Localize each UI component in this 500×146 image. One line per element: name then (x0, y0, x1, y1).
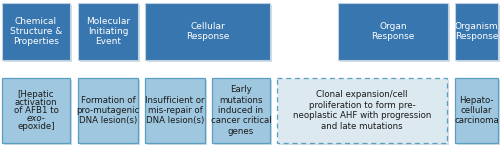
Text: Early
mutations
induced in
cancer critical
genes: Early mutations induced in cancer critic… (210, 85, 272, 136)
Text: Organism
Response: Organism Response (454, 22, 498, 41)
Bar (4, 80, 72, 145)
Bar (80, 80, 140, 145)
Bar (2, 3, 70, 60)
Bar (145, 3, 270, 60)
Bar (147, 5, 272, 62)
Bar (145, 78, 205, 143)
Text: Cellular
Response: Cellular Response (186, 22, 229, 41)
Bar (455, 3, 498, 60)
Text: Chemical
Structure &
Properties: Chemical Structure & Properties (10, 17, 62, 46)
Bar (212, 78, 270, 143)
Text: of AFB1 to: of AFB1 to (14, 106, 59, 115)
Bar (78, 78, 138, 143)
Text: exo-: exo- (26, 114, 46, 123)
Bar (2, 78, 70, 143)
Bar (80, 5, 140, 62)
Text: epoxide]: epoxide] (17, 122, 55, 131)
Bar (279, 80, 449, 145)
Bar (455, 78, 498, 143)
Bar (457, 5, 500, 62)
Text: Insufficient or
mis-repair of
DNA lesion(s): Insufficient or mis-repair of DNA lesion… (145, 96, 205, 125)
Bar (338, 3, 448, 60)
Text: activation: activation (14, 98, 58, 107)
Bar (4, 5, 72, 62)
Bar (277, 78, 447, 143)
Bar (457, 80, 500, 145)
Bar (147, 80, 207, 145)
Text: Organ
Response: Organ Response (372, 22, 414, 41)
Bar (340, 5, 450, 62)
Bar (78, 3, 138, 60)
Text: [Hepatic: [Hepatic (18, 90, 54, 99)
Text: Molecular
Initiating
Event: Molecular Initiating Event (86, 17, 130, 46)
Bar (214, 80, 272, 145)
Text: Clonal expansion/cell
proliferation to form pre-
neoplastic AHF with progression: Clonal expansion/cell proliferation to f… (293, 90, 431, 131)
Text: Formation of
pro-mutagenic
DNA lesion(s): Formation of pro-mutagenic DNA lesion(s) (76, 96, 140, 125)
Text: Hepato-
cellular
carcinoma: Hepato- cellular carcinoma (454, 96, 499, 125)
